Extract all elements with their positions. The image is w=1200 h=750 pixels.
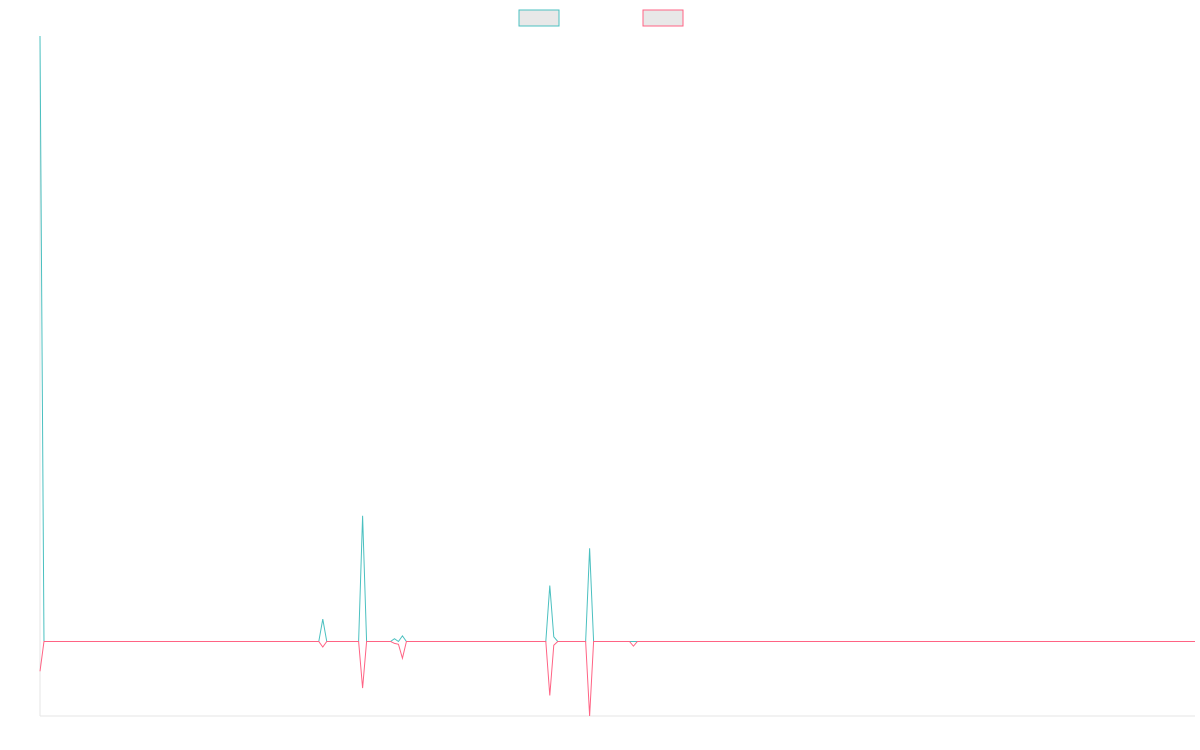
series-line-2	[39, 640, 1195, 717]
plot-area	[39, 35, 1195, 717]
axes	[39, 36, 1195, 717]
legend-swatch-2[interactable]	[642, 9, 684, 27]
legend-swatch-1[interactable]	[518, 9, 560, 27]
series-line-1	[39, 35, 1195, 643]
legend[interactable]	[518, 9, 684, 27]
